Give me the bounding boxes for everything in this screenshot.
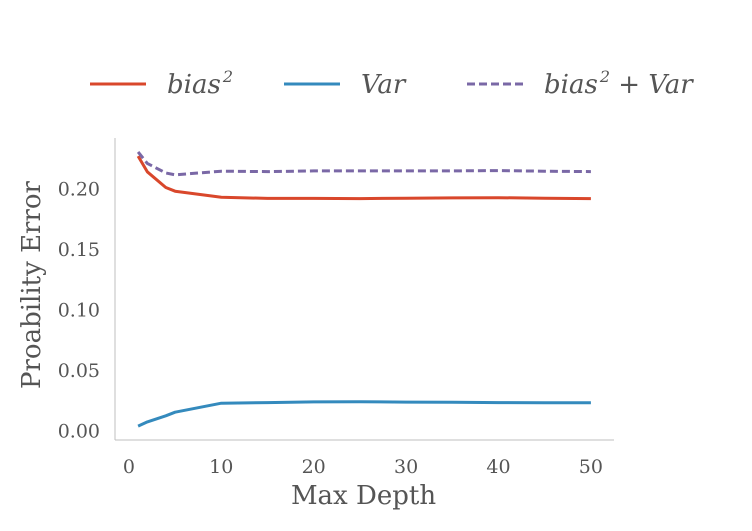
series-layer	[136, 150, 591, 428]
series-line-1	[136, 155, 591, 201]
y-tick-label: 0.10	[58, 300, 100, 322]
y-tick-label: 0.20	[58, 179, 100, 201]
x-tick-label: 20	[302, 456, 326, 478]
x-axis-title: Max Depth	[291, 481, 436, 511]
series-line-3	[136, 150, 591, 177]
y-tick-label: 0.15	[58, 239, 100, 261]
y-tick-label: 0.00	[58, 420, 100, 442]
series-line-2	[137, 400, 591, 428]
x-tick-label: 0	[123, 456, 135, 478]
x-tick-label: 30	[394, 456, 418, 478]
x-tick-label: 10	[209, 456, 233, 478]
legend: bias 2 Var bias 2 + Var	[90, 67, 694, 100]
legend-label-1: bias 2	[167, 67, 233, 100]
x-tick-label: 40	[486, 456, 510, 478]
y-ticks: 0.00 0.05 0.10 0.15 0.20	[58, 179, 100, 443]
y-axis-title: Proability Error	[17, 180, 47, 389]
legend-label-3: bias 2 + Var	[544, 67, 694, 100]
legend-label-2: Var	[361, 70, 407, 100]
x-tick-label: 50	[579, 456, 603, 478]
axes: 0 10 20 30 40 50 0.00 0.05 0.10 0.15 0.20 Max Dep…	[17, 138, 614, 511]
y-tick-label: 0.05	[58, 360, 100, 382]
x-ticks: 0 10 20 30 40 50	[123, 456, 603, 478]
